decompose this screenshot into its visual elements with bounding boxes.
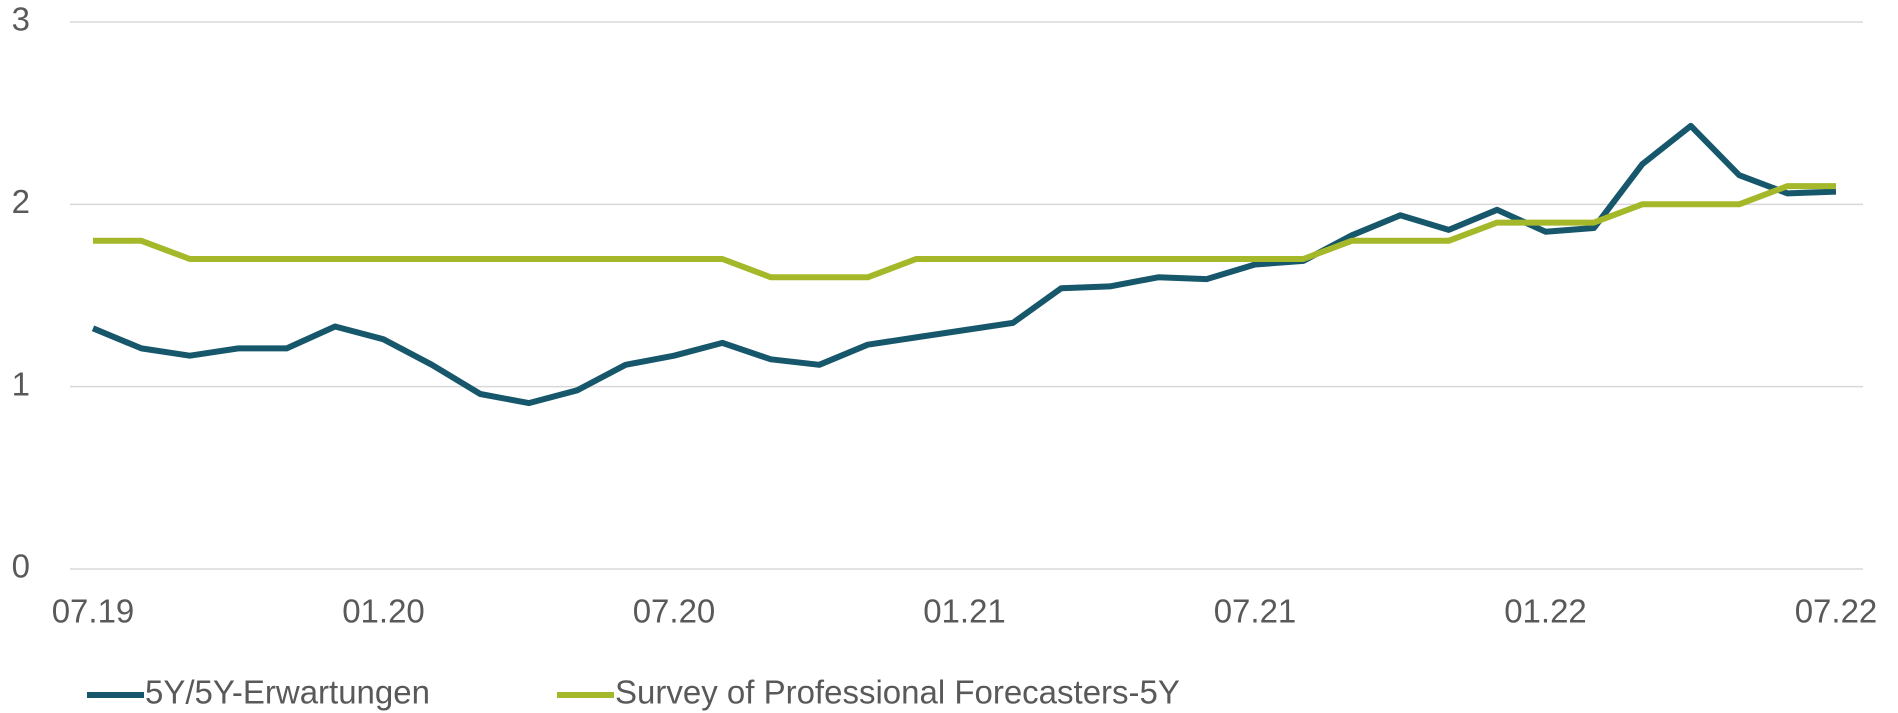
y-tick-label: 0 [12,548,30,585]
y-tick-label: 1 [12,365,30,402]
series-line [91,122,1837,407]
y-tick-label: 2 [12,183,30,220]
legend-label: 5Y/5Y-Erwartungen [145,674,430,711]
x-tick-label: 07.22 [1795,593,1878,630]
series-line [93,183,1836,281]
y-tick-label: 3 [12,1,30,38]
x-tick-label: 01.21 [923,593,1006,630]
x-tick-label: 07.20 [633,593,716,630]
x-tick-label: 01.20 [342,593,425,630]
x-tick-label: 07.21 [1214,593,1297,630]
legend-label: Survey of Professional Forecasters-5Y [615,674,1180,711]
x-tick-label: 01.22 [1504,593,1587,630]
x-tick-label: 07.19 [52,593,135,630]
